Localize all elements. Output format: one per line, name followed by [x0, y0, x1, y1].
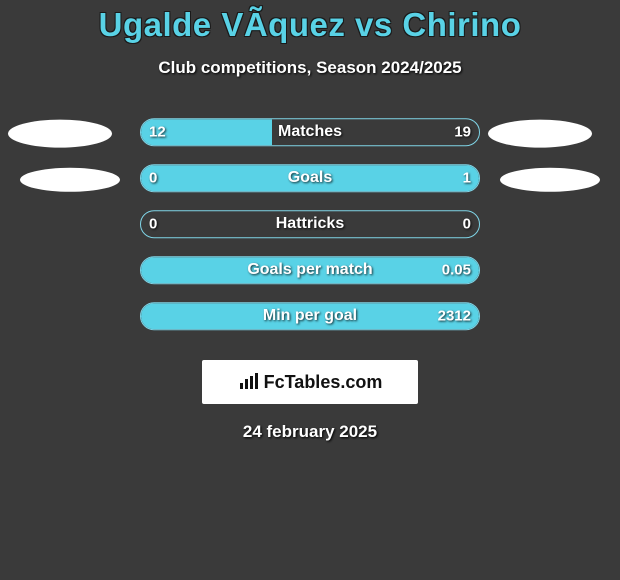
stat-value-right: 1: [463, 170, 471, 187]
stat-value-right: 19: [454, 124, 471, 141]
stat-row: Min per goal2312: [0, 296, 620, 342]
page-title: Ugalde VÃquez vs Chirino: [0, 0, 620, 44]
stat-label: Matches: [141, 123, 479, 141]
stat-row: Goals0 1: [0, 158, 620, 204]
stat-label: Goals: [141, 169, 479, 187]
logo-box: FcTables.com: [202, 360, 418, 404]
stat-value-right: 0: [463, 216, 471, 233]
bar-chart-icon: [238, 373, 260, 391]
player-ellipse-left: [8, 120, 112, 148]
stat-row: Goals per match0.05: [0, 250, 620, 296]
stat-value-right: 2312: [438, 308, 471, 325]
stat-row: Matches12 19: [0, 112, 620, 158]
stat-bar: Goals per match0.05: [140, 256, 480, 284]
stat-bar: Matches12 19: [140, 118, 480, 146]
date-text: 24 february 2025: [0, 422, 620, 442]
stat-value-left: 0: [149, 216, 157, 233]
player-ellipse-right: [500, 168, 600, 192]
player-ellipse-left: [20, 168, 120, 192]
stat-label: Hattricks: [141, 215, 479, 233]
stat-row: Hattricks0 0: [0, 204, 620, 250]
comparison-rows: Matches1219Goals01Hattricks00Goals per m…: [0, 112, 620, 342]
logo: FcTables.com: [238, 372, 383, 393]
stat-bar: Min per goal2312: [140, 302, 480, 330]
subtitle: Club competitions, Season 2024/2025: [0, 58, 620, 78]
stat-value-left: 12: [149, 124, 166, 141]
stat-label: Goals per match: [141, 261, 479, 279]
player-ellipse-right: [488, 120, 592, 148]
stat-value-right: 0.05: [442, 262, 471, 279]
stat-label: Min per goal: [141, 307, 479, 325]
stat-bar: Hattricks0 0: [140, 210, 480, 238]
stat-bar: Goals0 1: [140, 164, 480, 192]
stat-value-left: 0: [149, 170, 157, 187]
logo-text: FcTables.com: [264, 372, 383, 393]
